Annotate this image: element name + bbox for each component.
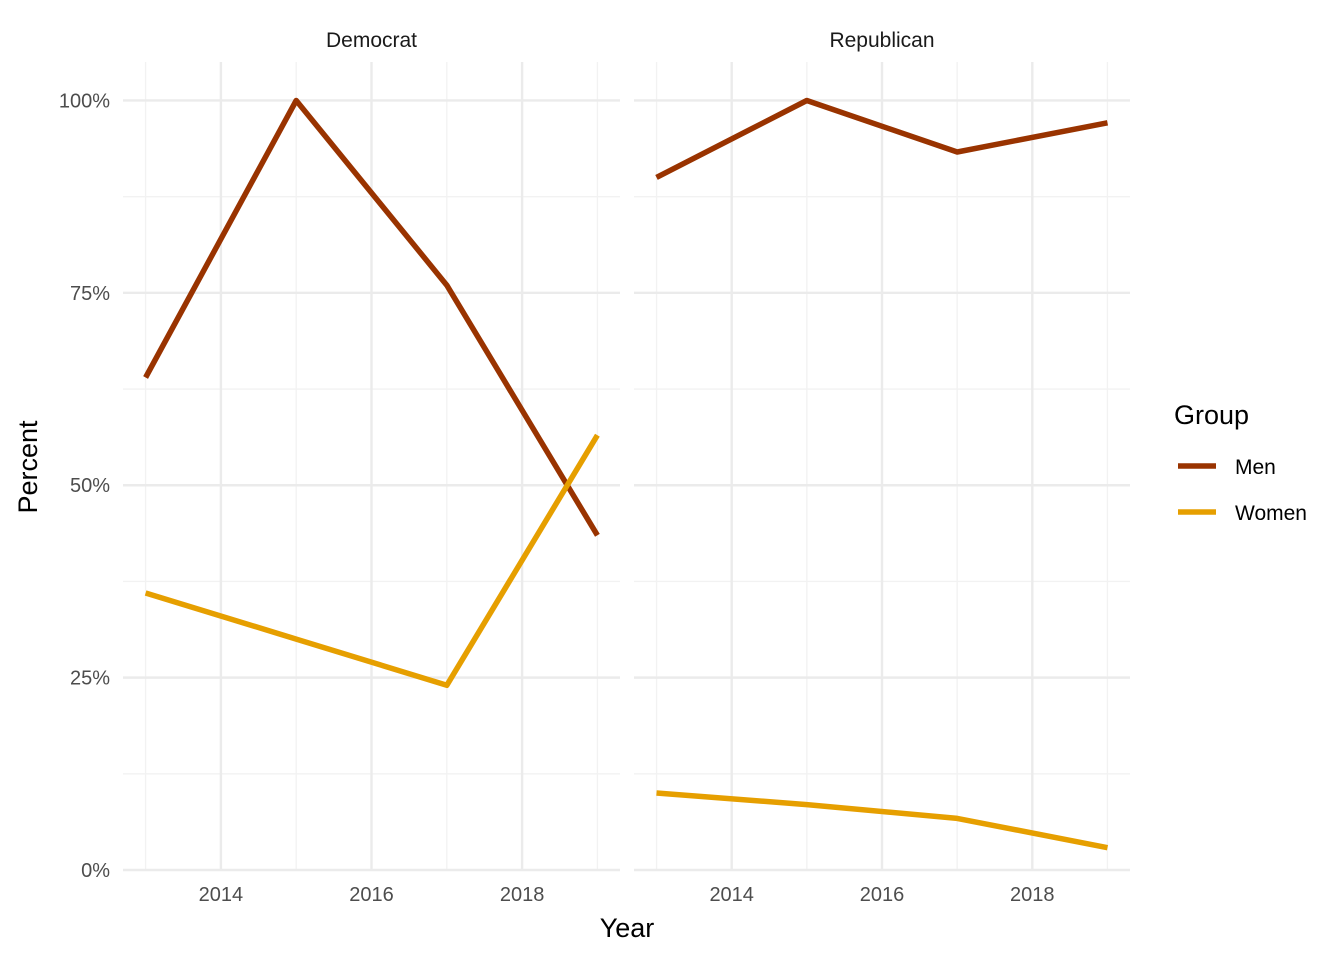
facet-strip-label: Republican <box>829 29 934 52</box>
y-tick-label: 100% <box>59 90 110 112</box>
series-line-men <box>655 97 1109 180</box>
x-tick-label: 2018 <box>500 884 545 906</box>
series-line-men <box>143 97 600 537</box>
series-line-women <box>144 433 600 689</box>
facet-panel-democrat: 2014 2016 2018 Democrat <box>123 29 620 906</box>
legend-label-men: Men <box>1235 456 1276 479</box>
y-tick-label: 75% <box>70 283 110 305</box>
legend-title: Group <box>1174 400 1249 430</box>
series-line-women <box>656 790 1109 851</box>
legend: Group Men Women <box>1174 400 1307 525</box>
chart-panels: 2014 2016 2018 Democrat 2014 2016 2018 Republic… <box>123 29 1130 906</box>
y-axis: 0% 25% 50% 75% 100% <box>59 90 110 882</box>
y-axis-title: Percent <box>13 420 43 514</box>
x-axis-title: Year <box>600 913 655 943</box>
facet-strip-label: Democrat <box>326 29 417 52</box>
y-tick-label: 25% <box>70 668 110 690</box>
y-tick-label: 0% <box>81 860 110 882</box>
x-tick-label: 2014 <box>709 884 754 906</box>
x-tick-label: 2016 <box>860 884 905 906</box>
x-tick-label: 2014 <box>199 884 244 906</box>
x-tick-label: 2016 <box>349 884 394 906</box>
facet-panel-republican: 2014 2016 2018 Republican <box>634 29 1130 906</box>
y-tick-label: 50% <box>70 475 110 497</box>
legend-label-women: Women <box>1235 502 1307 525</box>
x-tick-label: 2018 <box>1010 884 1055 906</box>
